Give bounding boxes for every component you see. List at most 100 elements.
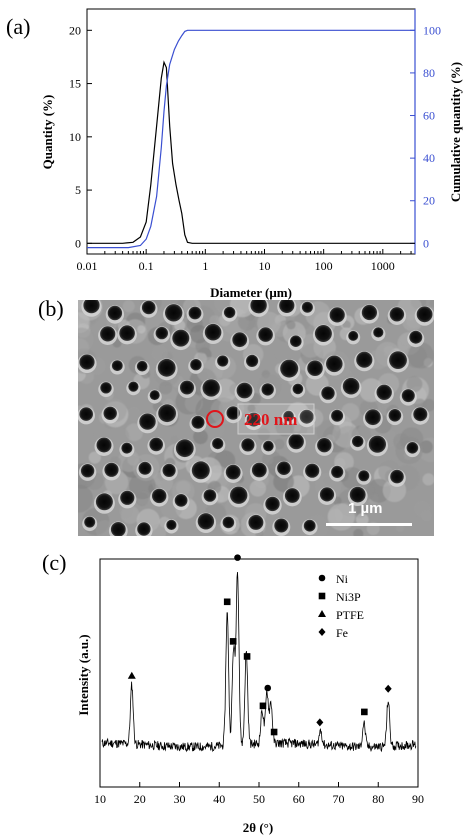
pore xyxy=(104,462,119,477)
pore xyxy=(80,464,95,478)
y-tick-label: 5 xyxy=(75,183,81,197)
y-tick-label: 10 xyxy=(69,130,81,144)
legend-label: Fe xyxy=(336,626,348,640)
x-tick-label: 100 xyxy=(315,259,333,273)
x-axis-label: Diameter (μm) xyxy=(210,285,292,300)
x-tick-label: 50 xyxy=(253,792,265,806)
y2-tick-label: 80 xyxy=(423,66,435,80)
sem-texture-blob xyxy=(151,345,169,362)
pore xyxy=(84,516,96,528)
y-tick-label: 15 xyxy=(69,77,81,91)
peak-marker-circle xyxy=(264,684,272,692)
y2-tick-label: 60 xyxy=(423,109,435,123)
sem-texture-blob xyxy=(126,406,141,422)
pore xyxy=(223,306,236,319)
pore xyxy=(180,380,194,395)
pore xyxy=(352,435,364,448)
pore xyxy=(292,383,304,395)
scale-bar xyxy=(326,523,412,526)
peak-marker-square xyxy=(223,598,231,606)
scale-bar-label: 1 µm xyxy=(348,500,383,517)
pore xyxy=(137,522,151,536)
pore xyxy=(288,433,304,450)
pore xyxy=(248,514,264,530)
x-tick-label: 80 xyxy=(372,792,384,806)
pore xyxy=(136,360,148,372)
pore xyxy=(274,518,289,533)
pore xyxy=(290,335,302,347)
pore xyxy=(283,410,294,422)
x-axis-label: 2θ (°) xyxy=(243,820,273,835)
legend-symbol-triangle xyxy=(318,610,326,617)
sem-texture-blob xyxy=(78,484,93,513)
sem-texture-blob xyxy=(341,403,360,422)
sem-texture-blob xyxy=(262,450,281,469)
x-tick-label: 20 xyxy=(134,792,146,806)
pore xyxy=(96,437,112,453)
peak-marker-square xyxy=(361,708,368,716)
sem-micrograph: 220 nm 1 µm xyxy=(78,300,434,536)
pore xyxy=(174,494,188,507)
sem-texture-blob xyxy=(265,353,277,365)
pore xyxy=(79,407,93,421)
sem-texture-blob xyxy=(322,475,333,486)
y-tick-label: 20 xyxy=(69,23,81,37)
pore xyxy=(217,355,229,367)
pore xyxy=(226,406,240,420)
pore xyxy=(251,462,267,478)
sem-texture-blob xyxy=(78,425,95,450)
pore xyxy=(166,519,177,530)
sem-texture-blob xyxy=(159,381,173,395)
pore xyxy=(388,409,402,422)
y-axis-label: Quantity (%) xyxy=(40,95,55,170)
pore xyxy=(212,438,224,450)
pore xyxy=(149,437,163,452)
pore xyxy=(279,300,295,313)
x-tick-label: 40 xyxy=(213,792,225,806)
panel-label-b: (b) xyxy=(38,296,64,321)
pore xyxy=(103,406,117,420)
pore xyxy=(368,435,386,453)
x-tick-label: 0.1 xyxy=(139,259,154,273)
cumulative-curve xyxy=(87,29,415,249)
pore xyxy=(401,389,415,403)
pore xyxy=(389,351,407,369)
peak-marker-circle xyxy=(234,554,241,561)
pore xyxy=(232,332,248,348)
x-tick-label: 60 xyxy=(293,792,305,806)
pore xyxy=(321,386,335,400)
legend-label: PTFE xyxy=(336,608,364,622)
pore xyxy=(361,304,377,321)
pore xyxy=(358,470,370,482)
pore xyxy=(158,404,176,423)
sem-texture-blob xyxy=(419,440,433,454)
pore xyxy=(389,307,405,322)
sem-texture-blob xyxy=(249,480,266,497)
x-tick-label: 0.01 xyxy=(77,259,98,273)
y2-tick-label: 40 xyxy=(423,151,435,165)
x-tick-label: 90 xyxy=(412,792,424,806)
plot-frame xyxy=(99,558,419,788)
measured-pore-marker xyxy=(206,410,224,428)
pore xyxy=(250,300,267,314)
pore xyxy=(280,359,299,378)
sem-texture-blob xyxy=(193,429,208,445)
legend-symbol-circle xyxy=(318,574,326,582)
peak-marker-triangle xyxy=(127,671,136,679)
pore xyxy=(277,461,291,475)
pore xyxy=(314,325,332,342)
pore xyxy=(246,412,261,427)
pore xyxy=(236,382,253,399)
pore xyxy=(203,489,217,502)
pore xyxy=(202,379,220,397)
sem-texture-blob xyxy=(148,523,167,536)
sem-texture-blob xyxy=(421,510,432,522)
pore xyxy=(204,323,222,341)
pore xyxy=(190,359,202,371)
x-tick-label: 1 xyxy=(202,259,208,273)
x-tick-label: 10 xyxy=(258,259,270,273)
pore xyxy=(373,327,384,338)
pore xyxy=(120,490,135,505)
peak-marker-square xyxy=(270,728,278,736)
